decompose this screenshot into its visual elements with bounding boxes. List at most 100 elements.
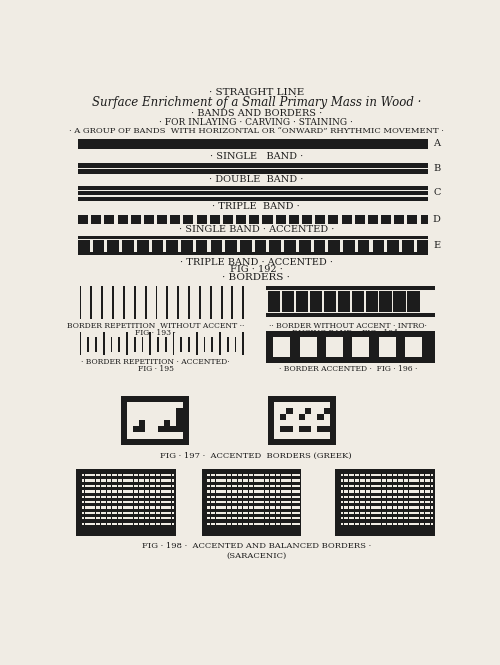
Bar — [213, 485, 215, 487]
Bar — [222, 506, 224, 509]
Bar — [425, 512, 428, 514]
Bar — [395, 517, 398, 519]
Bar — [382, 490, 384, 493]
Bar — [324, 291, 336, 313]
Bar — [256, 523, 258, 525]
Bar — [109, 490, 112, 493]
Bar — [280, 420, 286, 426]
Bar — [248, 523, 251, 525]
Bar — [98, 490, 100, 493]
Bar — [208, 523, 210, 525]
Bar — [82, 506, 84, 509]
Bar — [262, 485, 264, 487]
Bar — [112, 506, 114, 509]
Bar — [166, 479, 168, 481]
Bar — [222, 240, 225, 251]
Bar — [298, 506, 300, 509]
Bar — [366, 495, 368, 498]
Bar — [139, 485, 141, 487]
Bar — [405, 337, 422, 357]
Bar — [398, 485, 400, 487]
Bar — [260, 474, 262, 476]
Bar — [139, 474, 141, 476]
Bar — [163, 501, 166, 503]
Text: · BORDER ACCENTED ·  FIG · 196 ·: · BORDER ACCENTED · FIG · 196 · — [278, 365, 417, 373]
Bar — [220, 286, 222, 319]
Bar — [409, 517, 411, 519]
Bar — [144, 490, 147, 493]
Bar — [294, 474, 296, 476]
Bar — [400, 495, 402, 498]
Bar — [85, 512, 87, 514]
Bar — [281, 474, 283, 476]
Bar — [298, 501, 300, 503]
Bar — [404, 495, 406, 498]
Bar — [286, 512, 289, 514]
Bar — [278, 474, 280, 476]
Bar — [354, 523, 357, 525]
Bar — [425, 479, 428, 481]
Bar — [96, 485, 98, 487]
Bar — [428, 490, 430, 493]
Bar — [395, 479, 398, 481]
Bar — [286, 215, 289, 224]
Bar — [224, 506, 226, 509]
Bar — [96, 512, 98, 514]
Bar — [409, 490, 411, 493]
Bar — [199, 286, 201, 319]
Bar — [384, 506, 386, 509]
Bar — [208, 240, 210, 251]
Bar — [161, 501, 163, 503]
Bar — [156, 501, 158, 503]
Bar — [382, 501, 384, 503]
Bar — [139, 512, 141, 514]
Bar — [272, 474, 275, 476]
Bar — [360, 495, 362, 498]
Bar — [404, 523, 406, 525]
Bar — [425, 485, 428, 487]
Bar — [382, 479, 384, 481]
Bar — [262, 523, 264, 525]
Bar — [92, 501, 95, 503]
Bar — [378, 523, 381, 525]
Bar — [232, 501, 234, 503]
Bar — [123, 506, 126, 509]
Bar — [360, 506, 362, 509]
Bar — [404, 485, 406, 487]
Bar — [218, 523, 220, 525]
Bar — [366, 506, 368, 509]
Bar — [378, 485, 381, 487]
Bar — [344, 479, 346, 481]
Bar — [163, 240, 166, 251]
Bar — [256, 479, 258, 481]
Bar — [425, 474, 428, 476]
Bar — [416, 517, 419, 519]
Bar — [289, 501, 291, 503]
Bar — [134, 512, 136, 514]
Bar — [362, 501, 365, 503]
Bar — [286, 523, 289, 525]
Bar — [298, 523, 300, 525]
Bar — [243, 495, 246, 498]
Bar — [78, 169, 428, 174]
Bar — [340, 474, 343, 476]
Bar — [344, 490, 346, 493]
Bar — [398, 512, 400, 514]
Bar — [390, 495, 392, 498]
Bar — [98, 523, 100, 525]
Bar — [344, 495, 346, 498]
Bar — [368, 490, 370, 493]
Bar — [92, 485, 95, 487]
Bar — [126, 501, 128, 503]
Bar — [232, 495, 234, 498]
Bar — [98, 501, 100, 503]
Bar — [150, 506, 152, 509]
Bar — [172, 495, 174, 498]
Bar — [178, 240, 181, 251]
Bar — [416, 495, 419, 498]
Bar — [289, 479, 291, 481]
Bar — [101, 517, 103, 519]
Bar — [425, 506, 428, 509]
Bar — [318, 408, 324, 414]
Bar — [251, 495, 253, 498]
